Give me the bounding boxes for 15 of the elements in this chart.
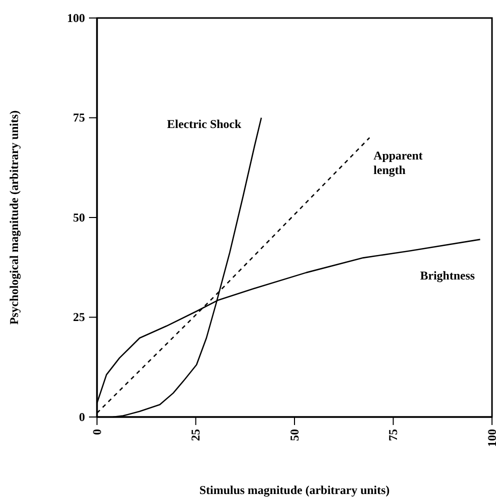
y-axis-title: Psychological magnitude (arbitrary units)	[7, 110, 21, 325]
y-tick-label: 75	[73, 110, 85, 125]
series-label: Apparent length	[374, 148, 423, 178]
y-tick-label: 25	[73, 310, 85, 324]
y-tick-label: 0	[79, 410, 85, 424]
series-label: Electric Shock	[166, 116, 242, 131]
x-tick-label: 75	[386, 429, 400, 441]
y-tick-label: 50	[73, 210, 85, 224]
x-tick-label: 50	[287, 429, 302, 441]
series-label: Brightness	[420, 268, 476, 282]
x-tick-label: 0	[90, 429, 104, 435]
y-tick-label: 100	[67, 10, 85, 25]
x-tick-label: 100	[484, 429, 496, 447]
x-tick-label: 25	[188, 429, 203, 441]
x-axis-title: Stimulus magnitude (arbitrary units)	[199, 483, 390, 497]
